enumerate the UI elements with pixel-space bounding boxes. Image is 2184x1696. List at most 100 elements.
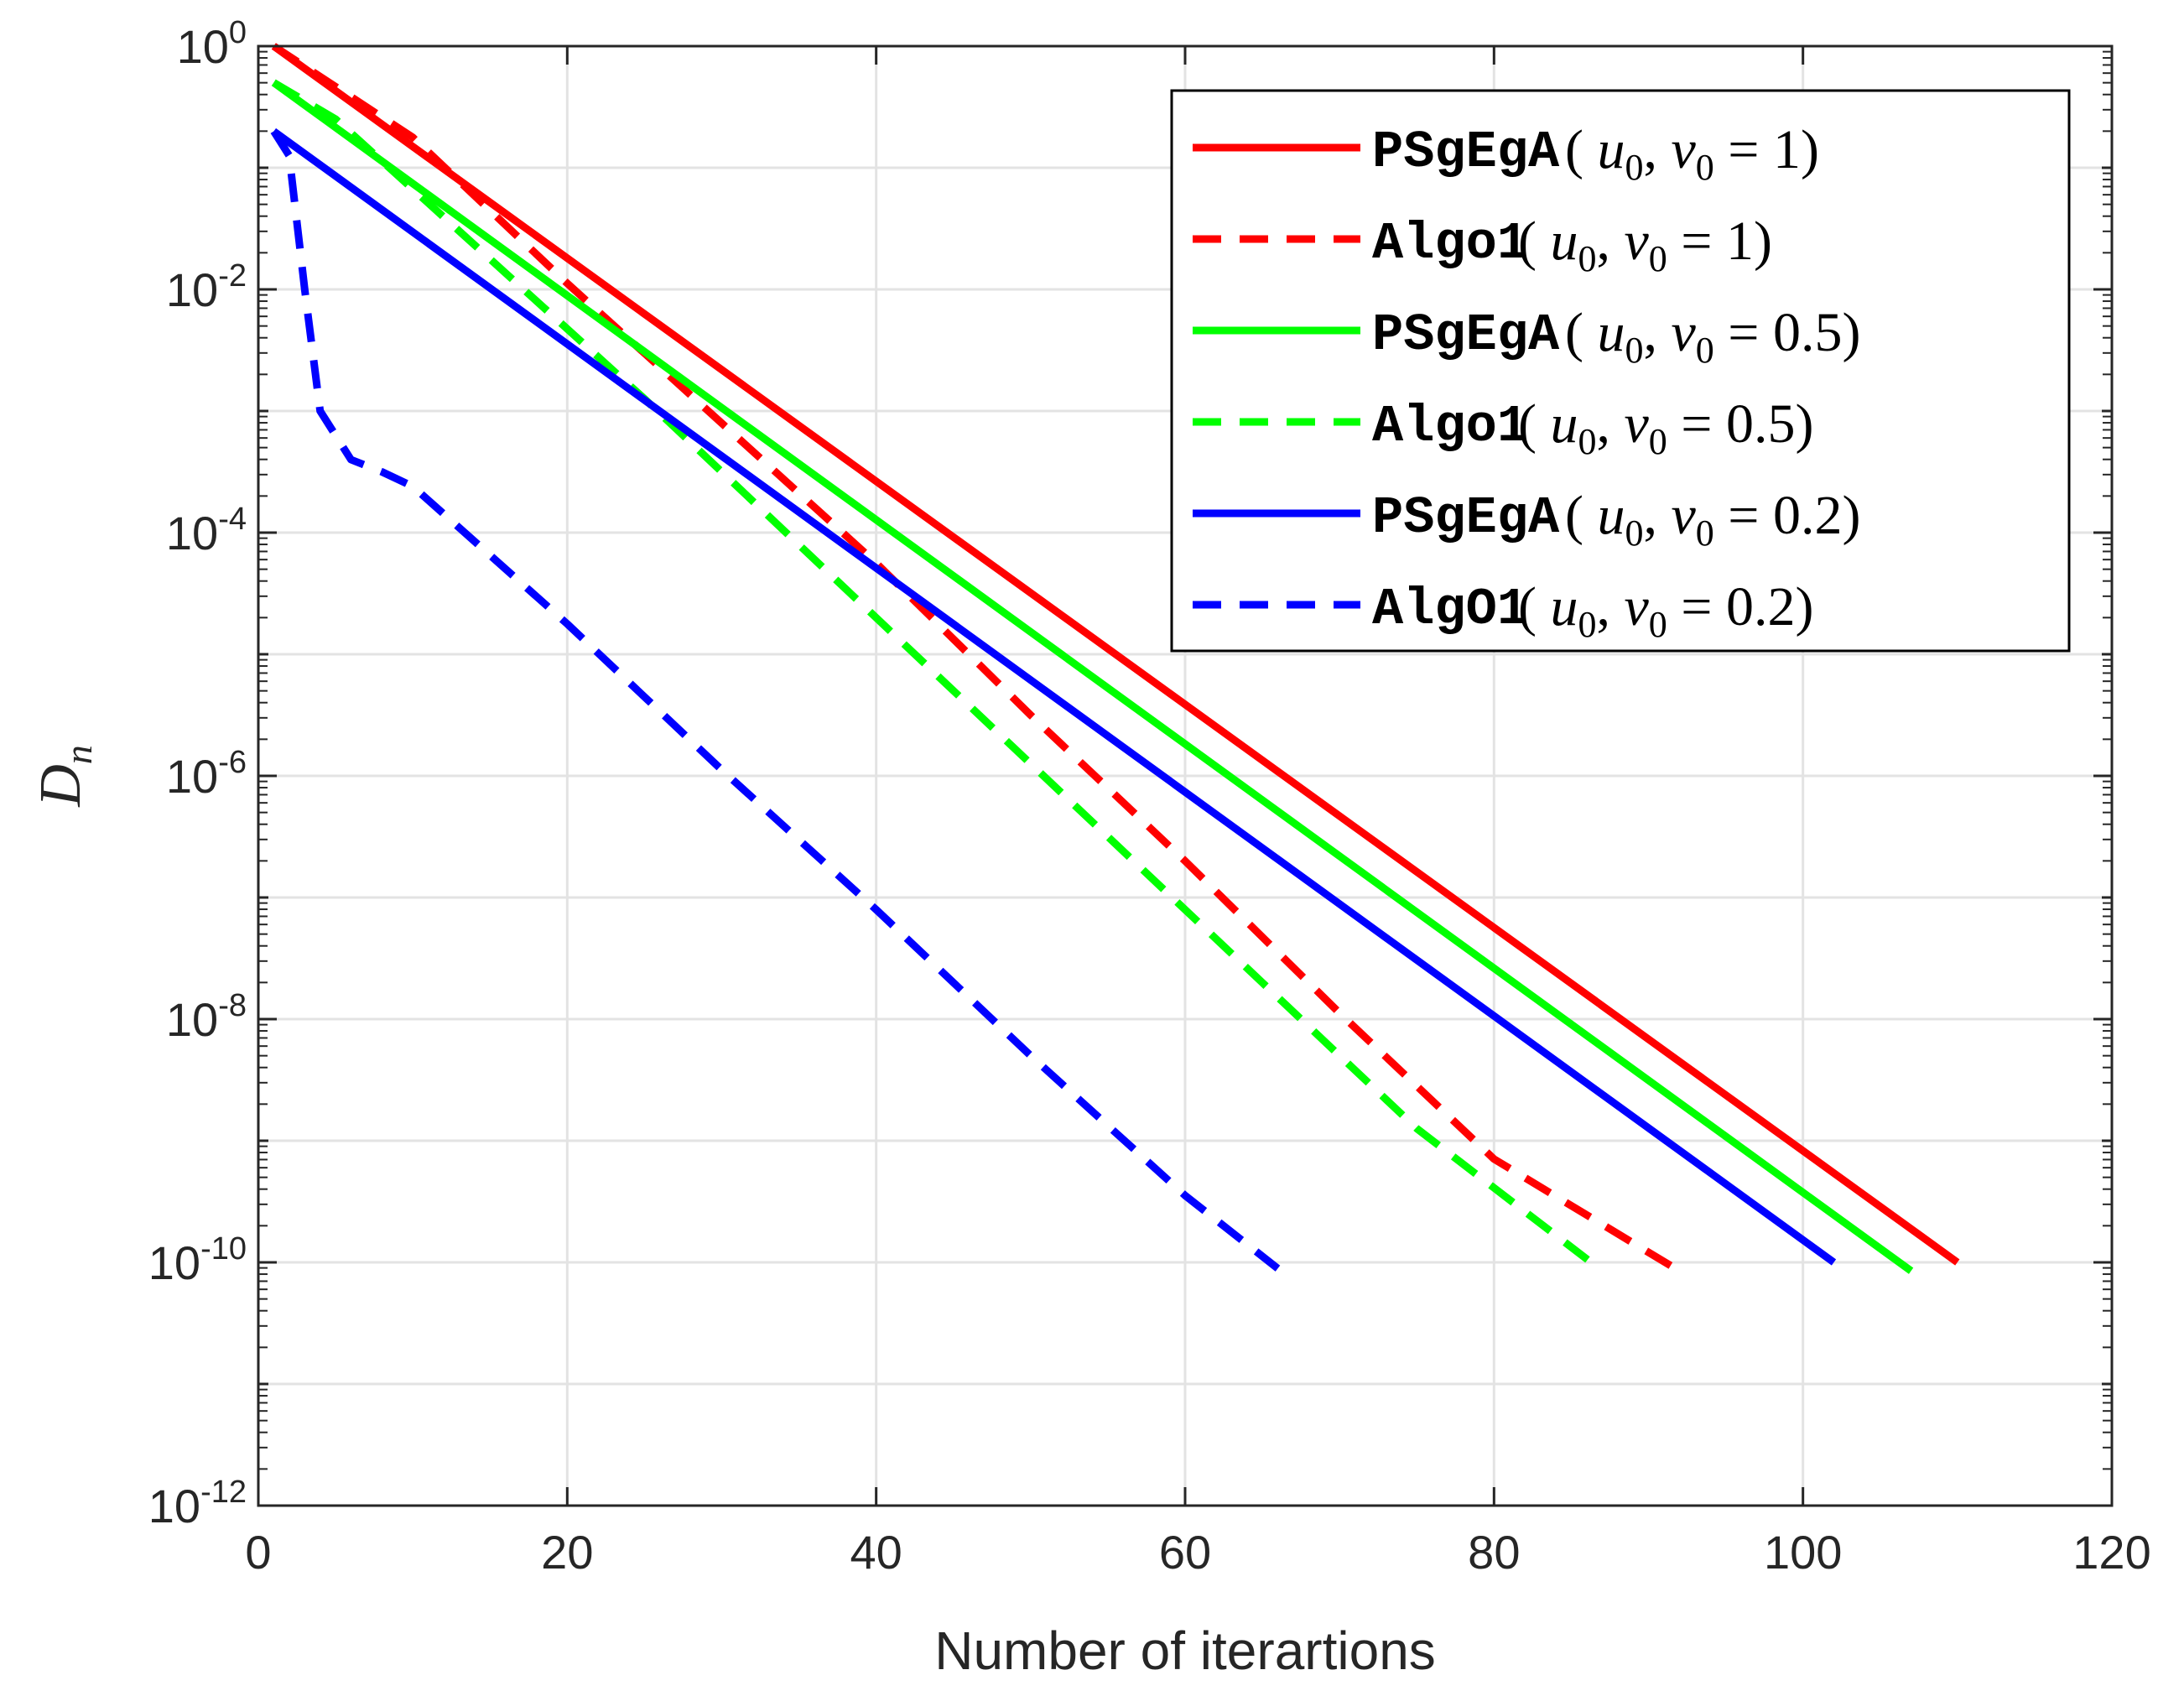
series-line-5 (271, 127, 1837, 1266)
legend-condition-part: ( (1518, 393, 1550, 455)
legend-condition-part: v (1671, 302, 1696, 363)
y-tick-base: 10 (177, 20, 229, 73)
x-tick-label: 0 (245, 1526, 271, 1579)
legend-condition-part: 0 (1578, 604, 1596, 645)
legend-condition-part: 0 (1625, 512, 1643, 554)
y-tick-exponent: -8 (218, 988, 247, 1023)
y-tick-exponent: -10 (200, 1231, 247, 1267)
legend-condition: ( u0, v0 = 0.5) (1565, 302, 1860, 371)
legend-entries: PSgEgA( u0, v0 = 1)Algo1( u0, v0 = 1)PSg… (1193, 119, 1860, 645)
y-tick-label: 10-10 (148, 1231, 247, 1289)
tick-labels: 0 20 40 60 80 100 12010010-210-410-610-810-101… (148, 15, 2151, 1579)
y-tick-label: 10-2 (166, 258, 247, 316)
series-line-3 (271, 79, 1914, 1274)
y-axis-title: Dn (29, 745, 100, 808)
y-tick-exponent: -6 (218, 745, 247, 780)
legend-condition-part: 0 (1578, 421, 1596, 462)
legend-algorithm: AlgO1 (1372, 580, 1528, 639)
y-tick-base: 10 (166, 993, 218, 1046)
legend-condition-part: 0 (1696, 512, 1714, 554)
legend-condition-part: 0 (1649, 238, 1667, 279)
legend-condition-part: u (1597, 302, 1625, 363)
x-tick-label: 80 (1468, 1526, 1520, 1579)
legend-condition-part: v (1624, 393, 1649, 455)
legend-condition-part: v (1624, 211, 1649, 272)
legend-condition: ( u0, v0 = 1) (1518, 211, 1772, 279)
legend-condition-part: 0 (1649, 604, 1667, 645)
y-tick-exponent: -4 (218, 502, 247, 537)
legend-condition-part: u (1550, 576, 1578, 637)
svg-text:Dn: Dn (29, 745, 100, 808)
legend-condition-part: v (1671, 119, 1696, 180)
y-tick-exponent: 0 (229, 15, 247, 50)
y-tick-exponent: -2 (218, 258, 247, 294)
legend-condition: ( u0, v0 = 0.2) (1518, 576, 1813, 645)
legend-algorithm: PSgEgA (1372, 488, 1560, 548)
legend-condition-part: ( (1565, 485, 1597, 546)
series-line-6 (270, 129, 1281, 1272)
legend-condition-part: 0 (1625, 330, 1643, 371)
y-tick-base: 10 (166, 750, 218, 803)
legend-box (1170, 89, 2071, 653)
legend-condition-part: v (1671, 485, 1696, 546)
legend: PSgEgA( u0, v0 = 1)Algo1( u0, v0 = 1)PSg… (1170, 89, 2071, 653)
legend-algorithm: PSgEgA (1372, 305, 1560, 365)
series-line-4 (272, 79, 1605, 1274)
legend-condition-part: u (1597, 119, 1625, 180)
y-tick-base: 10 (148, 1480, 200, 1532)
legend-condition-part: v (1624, 576, 1649, 637)
y-axis-title-main: D (29, 764, 93, 808)
legend-condition-part: , (1643, 485, 1671, 546)
y-tick-label: 10-8 (166, 988, 247, 1046)
y-tick-base: 10 (148, 1236, 200, 1289)
legend-condition-part: 0 (1649, 421, 1667, 462)
legend-condition-part: 0 (1696, 147, 1714, 188)
ticks (257, 44, 2114, 1507)
y-tick-base: 10 (166, 507, 218, 559)
legend-condition-part: ( (1518, 576, 1550, 637)
legend-condition: ( u0, v0 = 0.2) (1565, 485, 1860, 554)
legend-condition-part: 0 (1625, 147, 1643, 188)
legend-condition-part: = 0.2) (1667, 576, 1814, 637)
legend-condition-part: , (1596, 393, 1624, 455)
legend-condition-part: = 1) (1667, 211, 1772, 272)
legend-condition-part: , (1596, 576, 1624, 637)
legend-condition-part: ( (1565, 119, 1597, 180)
legend-condition-part: = 0.2) (1714, 485, 1861, 546)
legend-algorithm: Algo1 (1372, 397, 1528, 456)
legend-condition-part: ( (1518, 211, 1550, 272)
y-tick-label: 10-4 (166, 502, 247, 559)
series-line-2 (271, 43, 1682, 1275)
legend-algorithm: PSgEgA (1372, 122, 1560, 182)
y-tick-base: 10 (166, 263, 218, 316)
x-tick-label: 40 (850, 1526, 902, 1579)
series-layer (270, 43, 1960, 1275)
x-tick-label: 120 (2072, 1526, 2150, 1579)
x-tick-label: 20 (541, 1526, 593, 1579)
y-tick-label: 10-12 (148, 1475, 247, 1532)
y-tick-exponent: -12 (200, 1475, 247, 1510)
legend-condition-part: , (1643, 302, 1671, 363)
legend-condition-part: 0 (1696, 330, 1714, 371)
legend-condition-part: u (1550, 393, 1578, 455)
legend-condition-part: = 1) (1714, 119, 1819, 180)
x-axis-title: Number of iterartions (934, 1621, 1436, 1681)
y-axis-title-subscript: n (57, 745, 100, 764)
legend-condition-part: = 0.5) (1667, 393, 1814, 455)
y-tick-label: 10-6 (166, 745, 247, 803)
legend-condition-part: , (1596, 211, 1624, 272)
x-tick-label: 60 (1159, 1526, 1211, 1579)
legend-condition-part: = 0.5) (1714, 302, 1861, 363)
legend-condition-part: , (1643, 119, 1671, 180)
legend-condition: ( u0, v0 = 1) (1565, 119, 1819, 188)
x-tick-label: 100 (1764, 1526, 1842, 1579)
legend-condition: ( u0, v0 = 0.5) (1518, 393, 1813, 462)
legend-condition-part: u (1550, 211, 1578, 272)
legend-condition-part: 0 (1578, 238, 1596, 279)
y-tick-label: 100 (177, 15, 247, 73)
legend-condition-part: u (1597, 485, 1625, 546)
series-line-1 (271, 43, 1960, 1266)
legend-condition-part: ( (1565, 302, 1597, 363)
legend-algorithm: Algo1 (1372, 214, 1528, 273)
